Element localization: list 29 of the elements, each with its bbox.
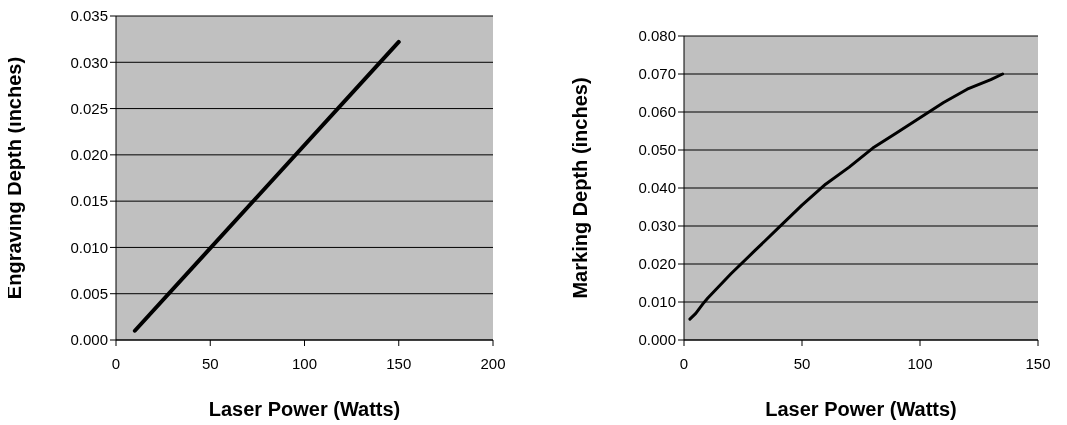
- y-tick-label: 0.010: [638, 293, 676, 311]
- y-tick-label: 0.010: [70, 238, 108, 256]
- y-tick-label: 0.070: [638, 65, 676, 83]
- x-tick-label: 0: [111, 354, 121, 372]
- y-tick-label: 0.035: [70, 7, 108, 25]
- x-axis-title: Laser Power (Watts): [208, 398, 401, 420]
- y-tick-label: 0.020: [70, 146, 108, 164]
- y-tick-label: 0.005: [70, 285, 108, 303]
- x-tick-label: 100: [907, 354, 933, 372]
- x-tick-label: 0: [679, 354, 689, 372]
- y-tick-label: 0.030: [638, 217, 676, 235]
- y-tick-label: 0.020: [638, 255, 676, 273]
- x-tick-label: 150: [1025, 354, 1051, 372]
- y-tick-label: 0.050: [638, 141, 676, 159]
- x-tick-label: 150: [386, 354, 412, 372]
- x-tick-label: 50: [201, 354, 219, 372]
- y-tick-label: 0.060: [638, 103, 676, 121]
- x-tick-label: 200: [480, 354, 506, 372]
- y-tick-label: 0.000: [70, 331, 108, 349]
- y-tick-label: 0.040: [638, 179, 676, 197]
- x-tick-label: 50: [793, 354, 811, 372]
- x-tick-label: 100: [291, 354, 318, 372]
- x-axis-title: Laser Power (Watts): [765, 398, 957, 420]
- y-tick-label: 0.025: [70, 99, 108, 117]
- y-tick-label: 0.080: [638, 27, 676, 45]
- y-tick-label: 0.030: [70, 53, 108, 71]
- y-axis-title: Marking Depth (inches): [569, 77, 592, 299]
- y-tick-label: 0.000: [638, 331, 676, 349]
- y-tick-label: 0.015: [70, 192, 108, 210]
